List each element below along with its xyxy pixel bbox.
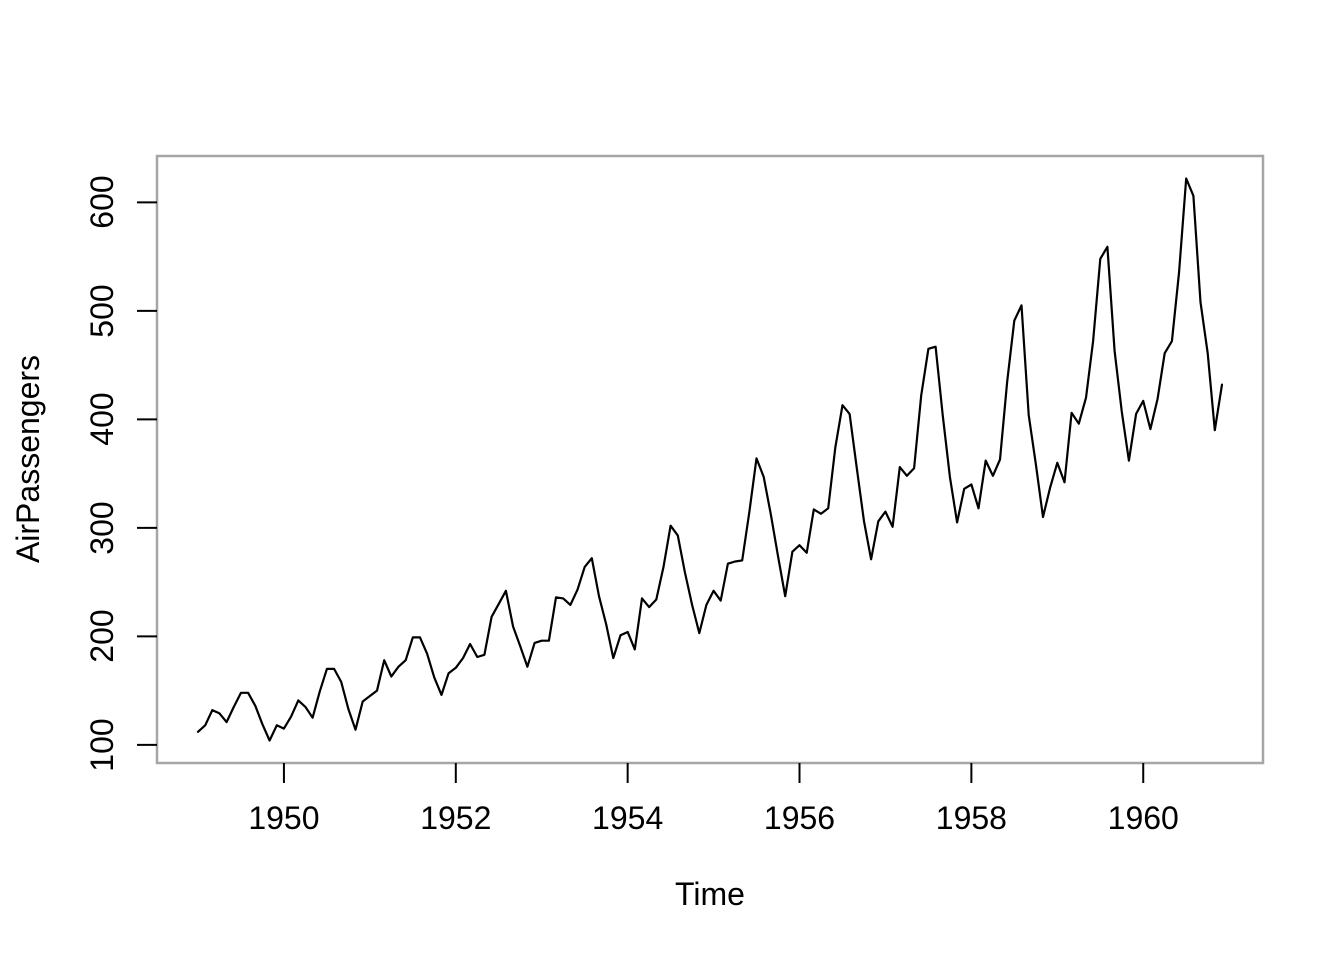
x-tick-label: 1954 bbox=[592, 800, 664, 836]
y-tick-label: 100 bbox=[84, 718, 120, 772]
x-tick-label: 1958 bbox=[935, 800, 1007, 836]
plot-box bbox=[155, 154, 1265, 765]
x-tick-label: 1960 bbox=[1107, 800, 1179, 836]
y-tick-label: 300 bbox=[84, 501, 120, 555]
y-axis-title: AirPassengers bbox=[10, 354, 46, 564]
airpassengers-series-line bbox=[196, 177, 1224, 742]
x-tick-label: 1952 bbox=[420, 800, 492, 836]
x-tick-label: 1950 bbox=[248, 800, 320, 836]
y-tick-label: 200 bbox=[84, 609, 120, 664]
y-tick-label: 400 bbox=[84, 392, 120, 447]
x-tick-label: 1956 bbox=[763, 800, 836, 836]
y-tick-label: 500 bbox=[84, 284, 120, 338]
y-tick-label: 600 bbox=[84, 175, 120, 230]
x-axis-title: Time bbox=[675, 876, 745, 912]
